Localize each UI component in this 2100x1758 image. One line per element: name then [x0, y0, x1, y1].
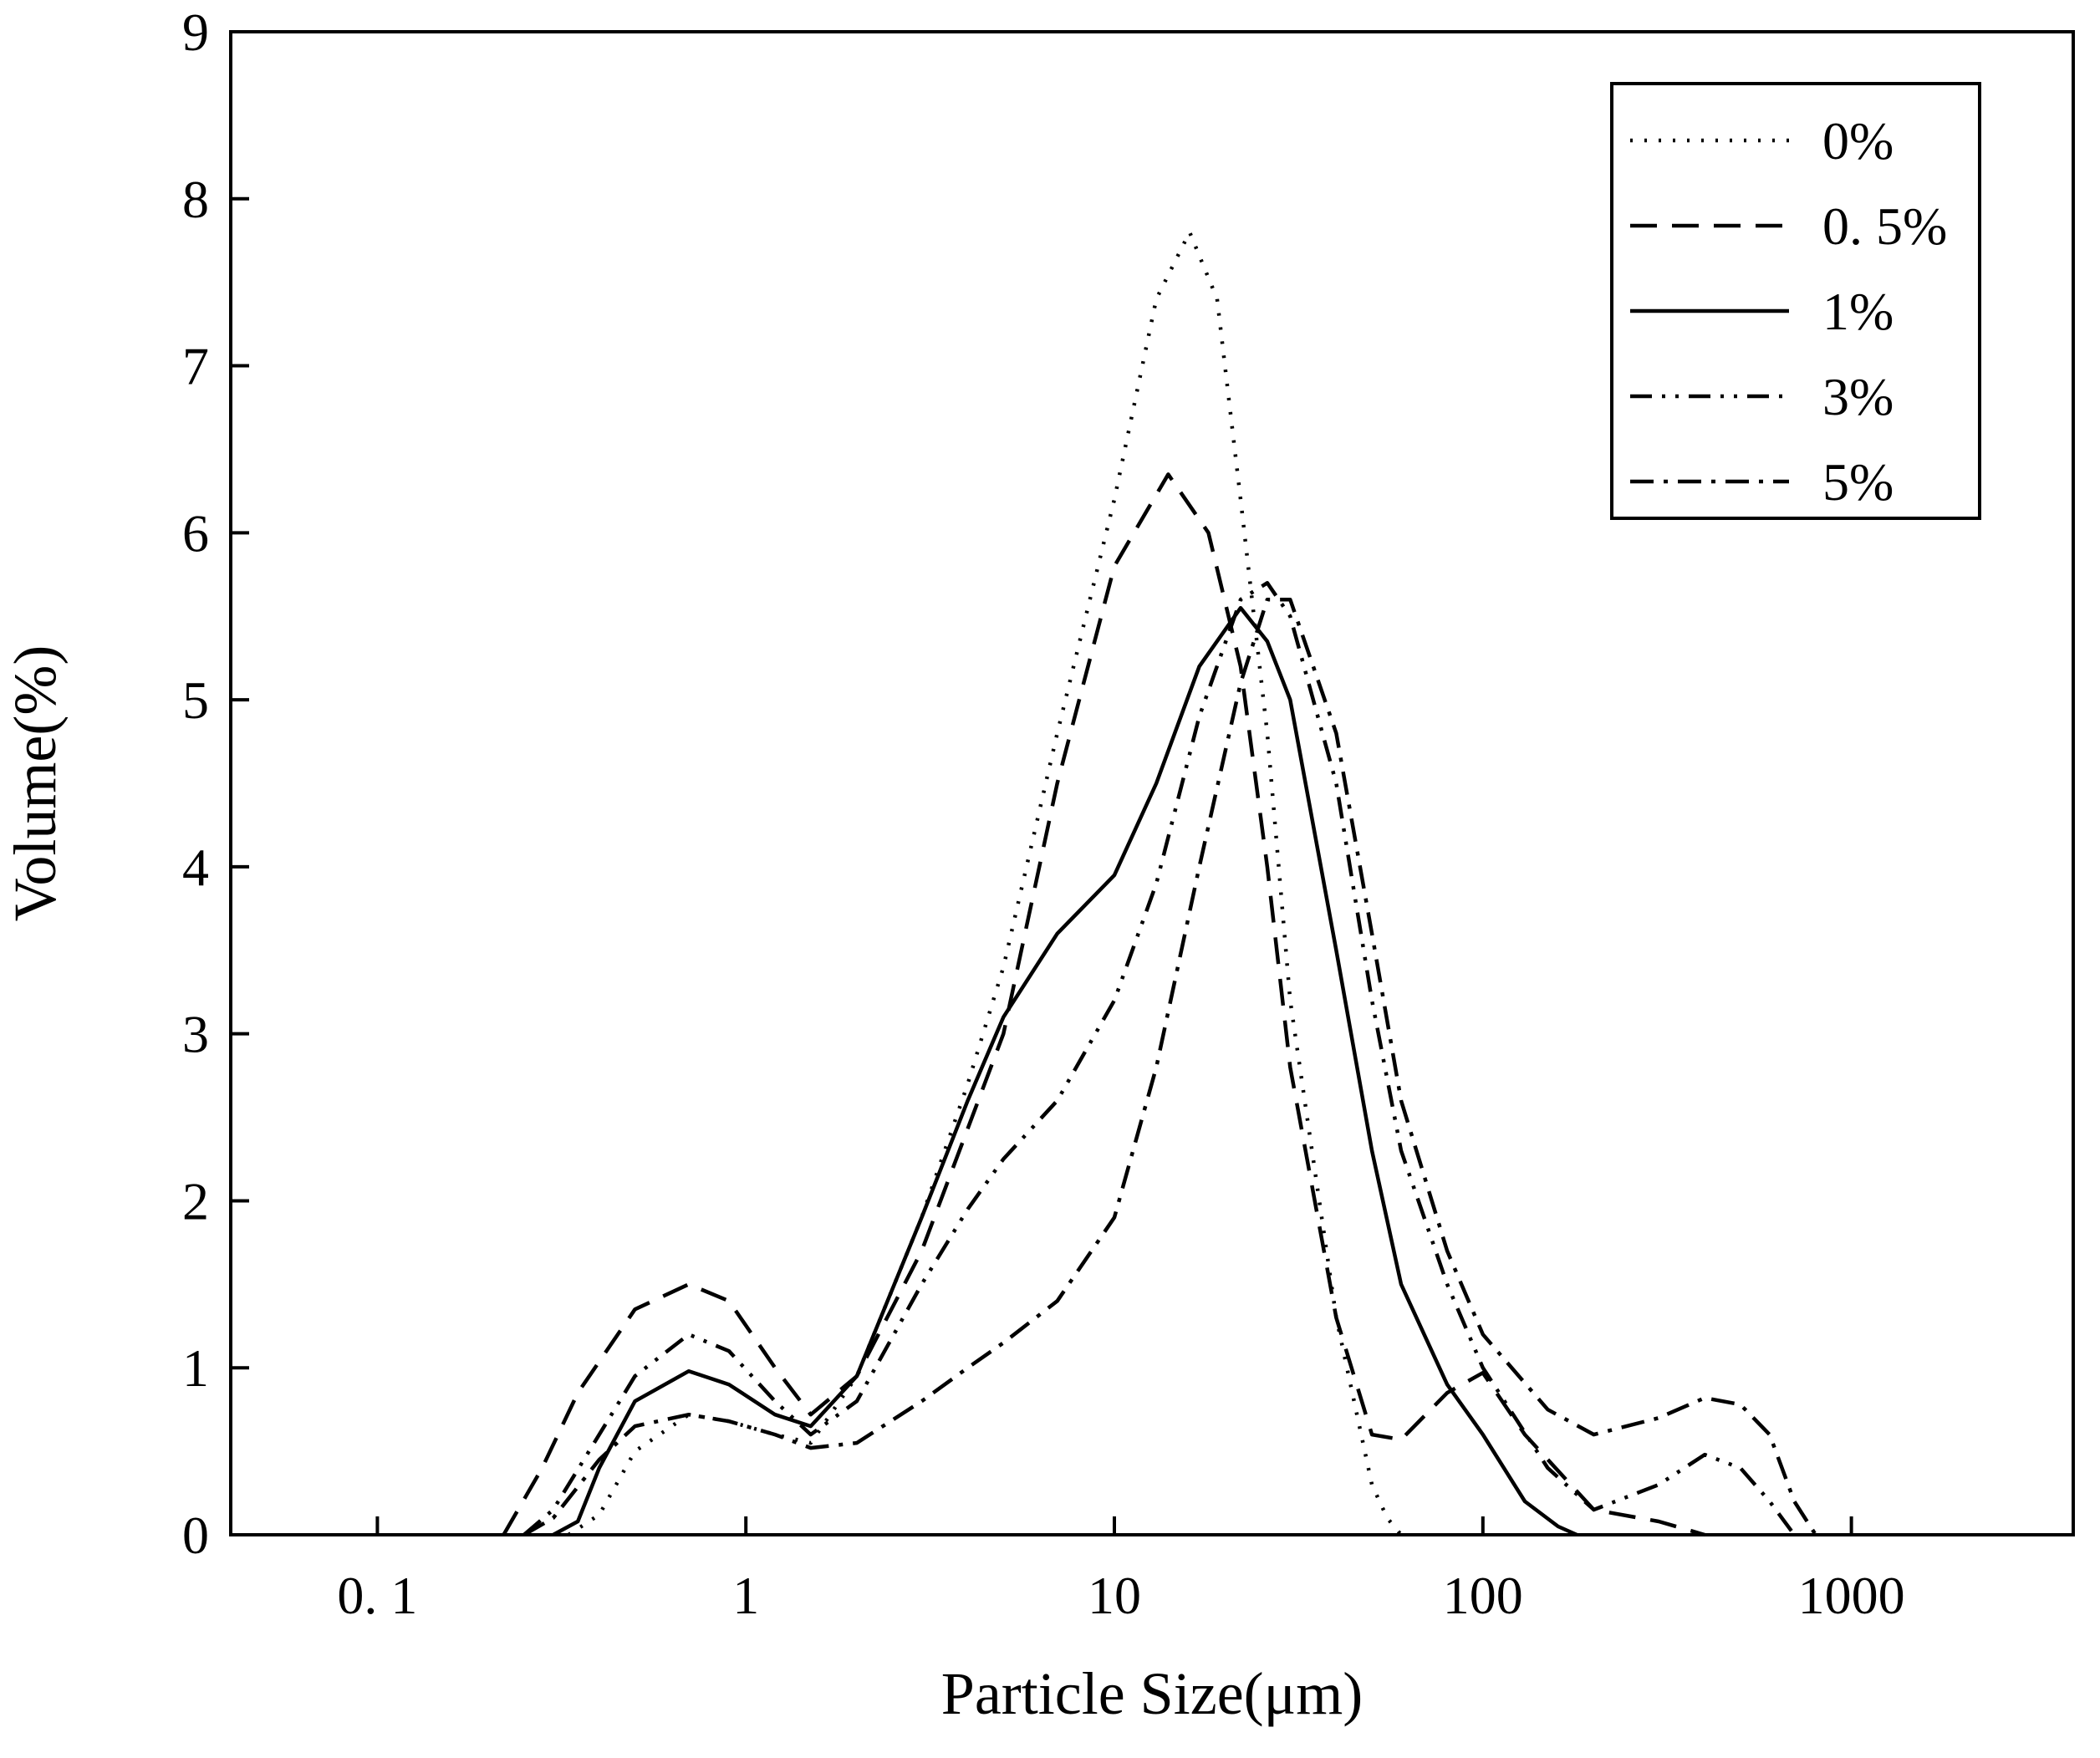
x-tick-label: 100: [1443, 1566, 1523, 1625]
y-tick-label: 5: [182, 670, 209, 730]
legend-label-1: 0%: [1822, 111, 1894, 171]
x-axis-title: Particle Size(μm): [941, 1660, 1363, 1727]
legend-label-5: 5%: [1822, 452, 1894, 512]
y-tick-label: 6: [182, 503, 209, 563]
legend-label-2: 0. 5%: [1822, 196, 1947, 256]
x-tick-label: 1: [732, 1566, 759, 1625]
x-tick-label: 1000: [1798, 1566, 1905, 1625]
y-tick-label: 4: [182, 838, 209, 897]
plot-frame: [229, 30, 2075, 1536]
y-tick-label: 1: [182, 1338, 209, 1398]
y-tick-label: 8: [182, 170, 209, 229]
y-axis-title: Volume(%): [2, 645, 69, 922]
legend: 0% 0. 5% 1% 3% 5%: [1610, 82, 1981, 520]
series-line-1: [567, 230, 1403, 1536]
y-tick-label: 0: [182, 1506, 209, 1565]
series-line-2: [502, 472, 1705, 1537]
x-tick-label: 0. 1: [337, 1566, 417, 1625]
x-tick-label: 10: [1088, 1566, 1141, 1625]
series-line-3: [552, 605, 1578, 1537]
axis-ticks: 0. 1 1 10 100 1000 0 1 2 3 4 5 6 7 8 9: [182, 3, 1905, 1625]
legend-box: [1610, 82, 1981, 520]
legend-label-4: 3%: [1822, 367, 1894, 426]
series-lines: [502, 230, 1817, 1537]
legend-label-3: 1%: [1822, 282, 1894, 341]
y-tick-label: 9: [182, 3, 209, 62]
y-tick-label: 3: [182, 1005, 209, 1064]
y-tick-label: 2: [182, 1171, 209, 1231]
series-line-4: [522, 581, 1797, 1536]
y-tick-label: 7: [182, 337, 209, 396]
series-line-5: [522, 597, 1817, 1536]
